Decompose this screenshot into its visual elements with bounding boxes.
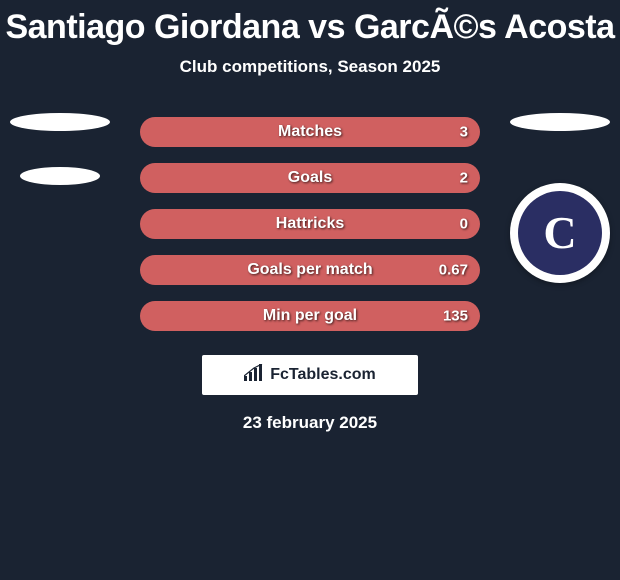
player-left-avatar-column: [10, 113, 110, 221]
stat-bar-value-right: 0.67: [439, 262, 468, 279]
stat-bar-row: Goals per match 0.67: [140, 255, 480, 285]
stat-bar-label: Min per goal: [263, 307, 357, 325]
stat-bar-label: Hattricks: [276, 215, 344, 233]
stat-bar-value-right: 135: [443, 308, 468, 325]
subtitle: Club competitions, Season 2025: [0, 57, 620, 77]
branding-box: FcTables.com: [202, 355, 418, 395]
player-right-avatar-placeholder: [510, 113, 610, 131]
stat-bar-value-right: 3: [460, 124, 468, 141]
stat-bar-value-right: 2: [460, 170, 468, 187]
stat-bar-label: Matches: [278, 123, 342, 141]
stat-bar-label: Goals: [288, 169, 332, 187]
stat-bars: Matches 3 Goals 2 Hattricks 0 Goals per match 0…: [140, 117, 480, 347]
page-title: Santiago Giordana vs GarcÃ©s Acosta: [0, 0, 620, 47]
stat-bar-row: Hattricks 0: [140, 209, 480, 239]
date-text: 23 february 2025: [0, 413, 620, 433]
player-left-avatar-placeholder-2: [20, 167, 100, 185]
club-badge: C: [510, 183, 610, 283]
player-right-avatar-column: C: [510, 113, 610, 283]
stat-bar-row: Min per goal 135: [140, 301, 480, 331]
stats-area: C Matches 3 Goals 2 Hattricks 0 Goals per matc…: [0, 117, 620, 337]
club-badge-letter: C: [543, 210, 576, 256]
branding-text: FcTables.com: [270, 366, 376, 384]
stat-bar-value-right: 0: [460, 216, 468, 233]
club-badge-inner: C: [518, 191, 602, 275]
stat-bar-label: Goals per match: [247, 261, 372, 279]
stat-bar-row: Goals 2: [140, 163, 480, 193]
bar-chart-icon: [244, 364, 264, 387]
stat-bar-row: Matches 3: [140, 117, 480, 147]
player-left-avatar-placeholder-1: [10, 113, 110, 131]
